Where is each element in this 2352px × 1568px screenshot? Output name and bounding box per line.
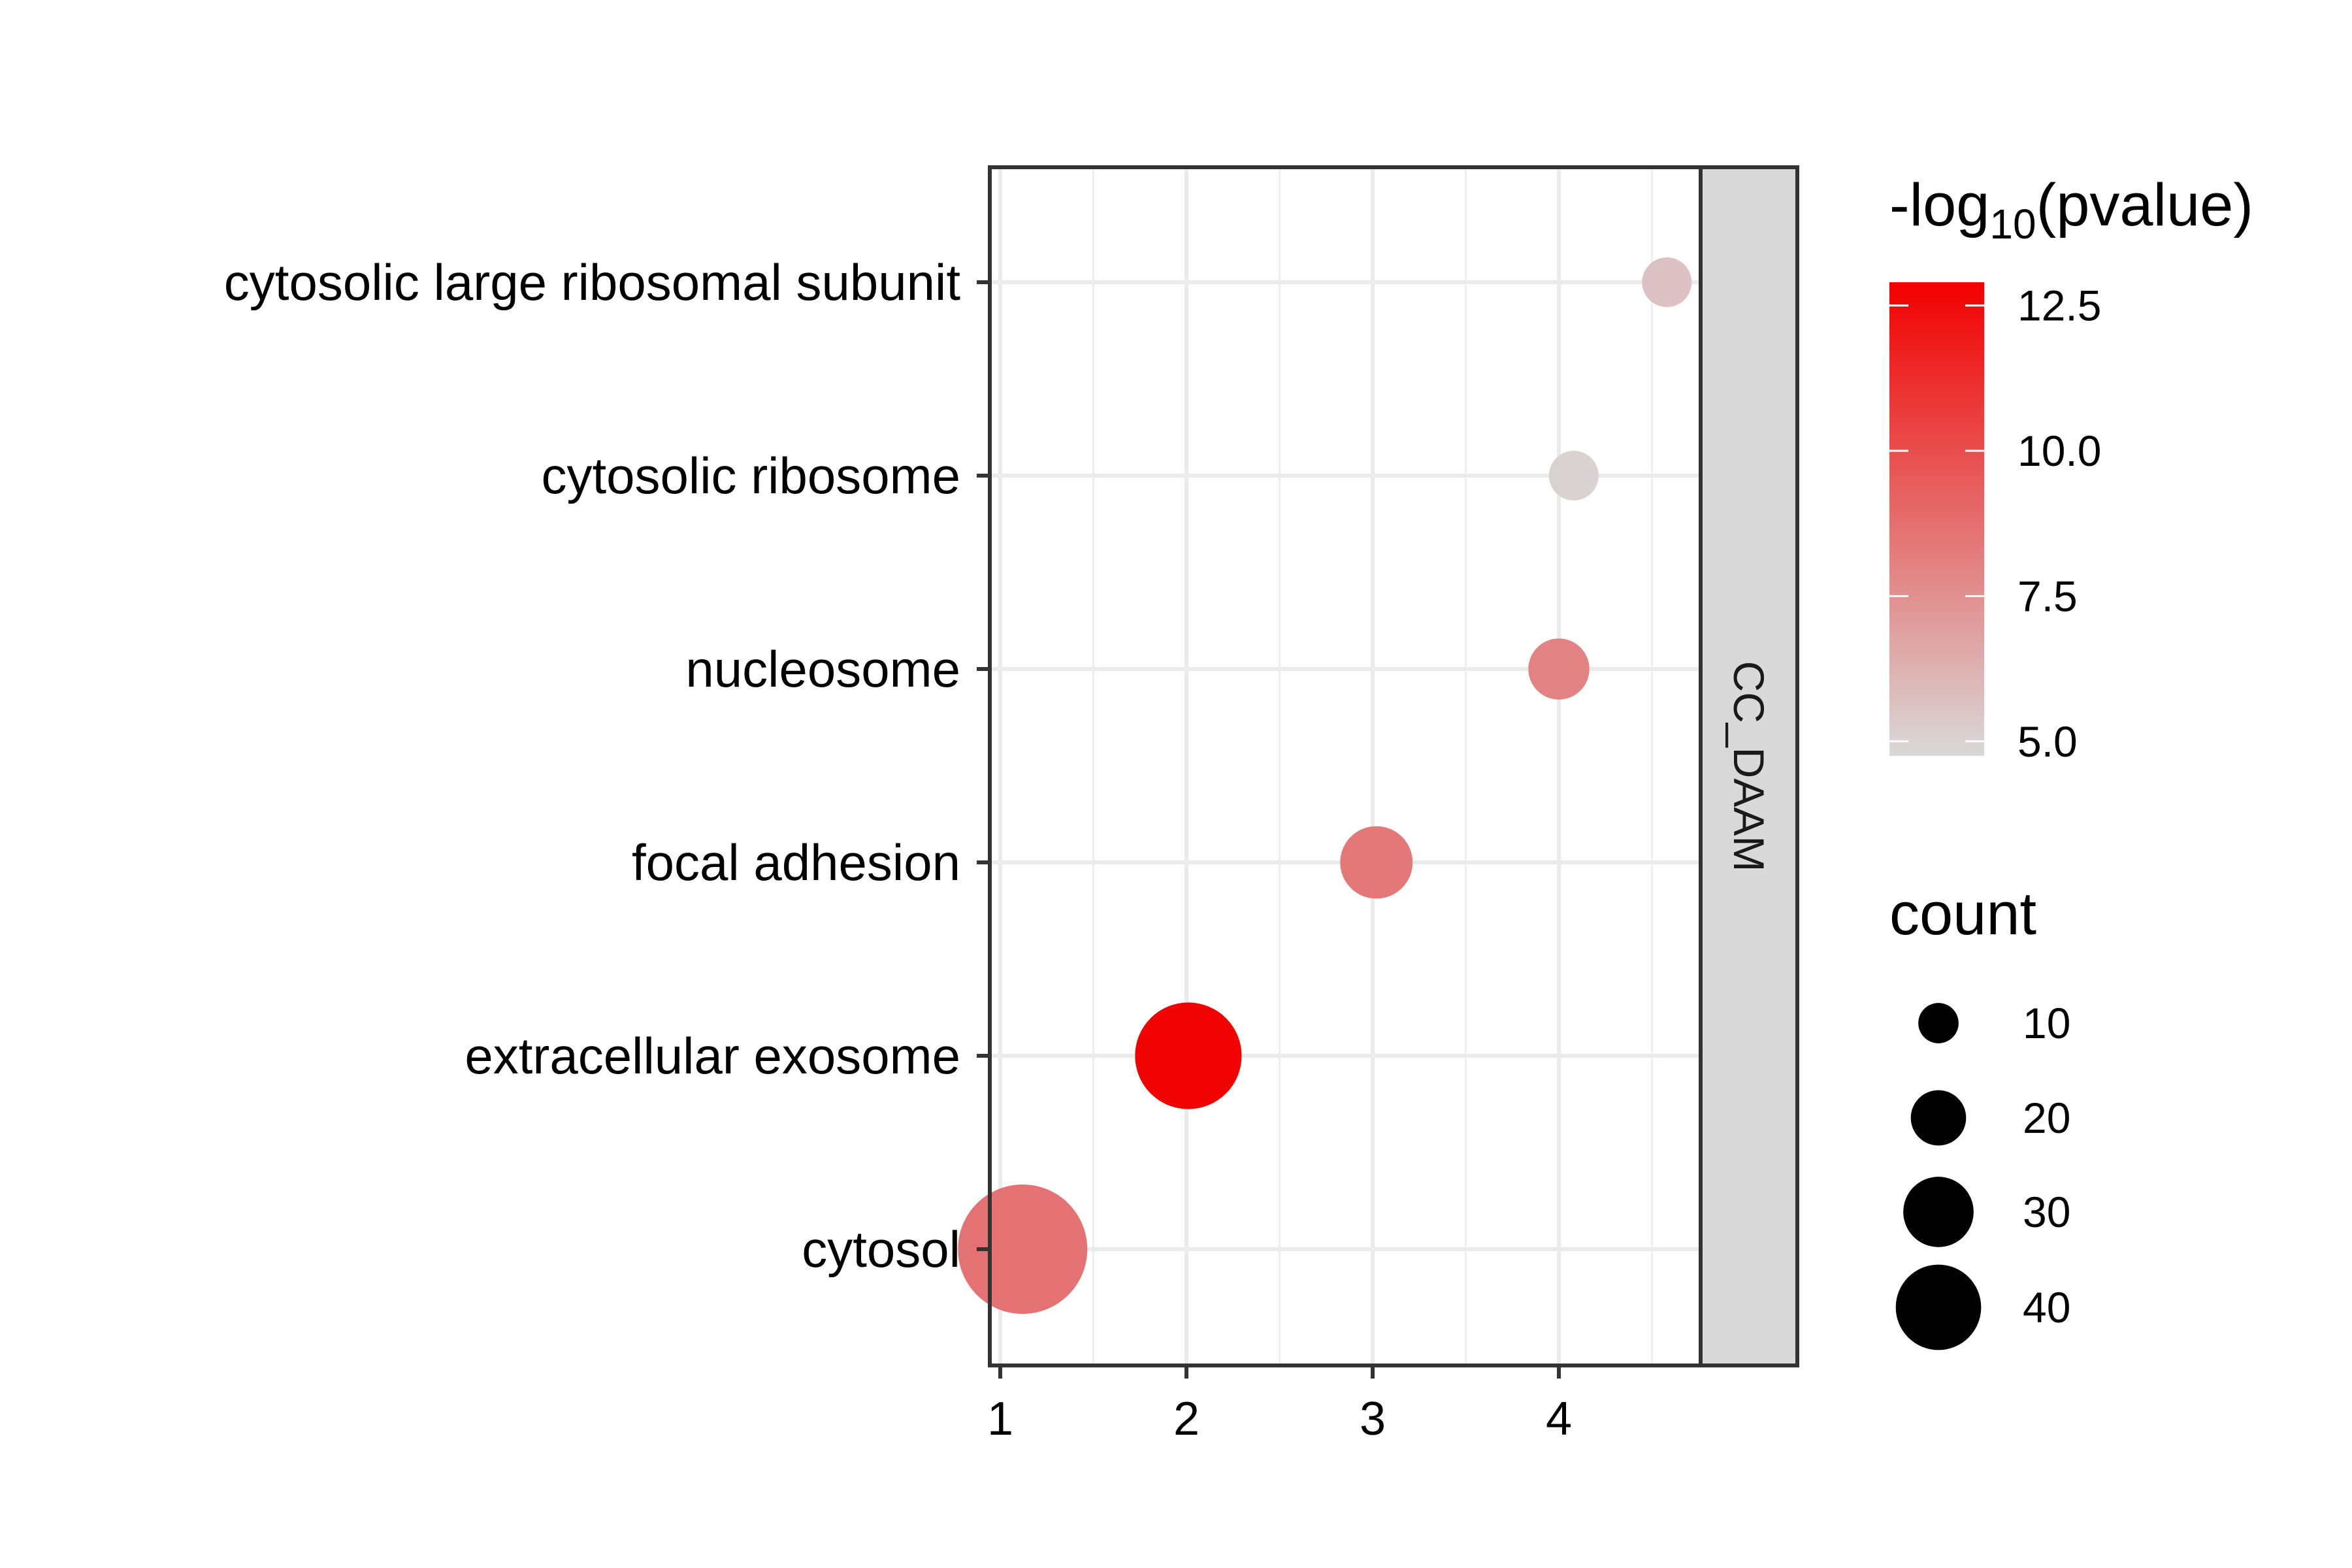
colorbar — [1889, 282, 1984, 756]
x-axis: 1 2 3 4 — [987, 1365, 1572, 1445]
data-point — [1135, 1002, 1242, 1109]
data-point — [1340, 826, 1413, 899]
minor-gridlines — [1092, 167, 1653, 1365]
major-gridlines — [990, 167, 1701, 1365]
plot-panel — [958, 165, 1703, 1367]
size-legend-label: 10 — [2023, 999, 2070, 1047]
facet-strip: CC_DAAM — [1699, 165, 1799, 1367]
x-tick-label: 3 — [1360, 1393, 1386, 1445]
data-point — [1528, 638, 1590, 700]
x-tick-label: 4 — [1546, 1393, 1572, 1445]
size-legend-key — [1903, 1177, 1974, 1247]
color-legend-title-subscript: 10 — [1989, 201, 2036, 248]
size-legend-key — [1910, 1090, 1967, 1146]
size-legend-keys: 10 20 30 40 — [1895, 999, 2070, 1350]
y-axis: cytosolic large ribosomal subunit cytosol… — [224, 253, 990, 1278]
colorbar-ticks: 12.5 10.0 7.5 5.0 — [1889, 282, 2101, 766]
size-legend-label: 20 — [2023, 1094, 2070, 1142]
x-tick-label: 1 — [987, 1393, 1013, 1445]
x-tick-label: 2 — [1173, 1393, 1200, 1445]
colorbar-tick-label: 10.0 — [2017, 427, 2101, 475]
y-tick-label: nucleosome — [685, 640, 960, 698]
size-legend-key — [1918, 1003, 1959, 1043]
colorbar-tick-label: 7.5 — [2017, 572, 2078, 620]
size-legend-label: 30 — [2023, 1188, 2070, 1236]
size-legend-title: count — [1889, 881, 2036, 947]
y-tick-label: extracellular exosome — [465, 1027, 960, 1085]
y-tick-label: cytosol — [802, 1220, 960, 1278]
size-legend-label: 40 — [2023, 1283, 2070, 1331]
size-legend: count 10 20 30 40 — [1889, 881, 2070, 1350]
color-legend-title-prefix: -log — [1889, 172, 1989, 238]
y-tick-label: focal adhesion — [632, 834, 960, 891]
colorbar-tick-label: 12.5 — [2017, 282, 2101, 330]
y-tick-label: cytosolic ribosome — [541, 447, 960, 504]
data-point — [1642, 257, 1692, 307]
color-legend-title-suffix: (pvalue) — [2036, 172, 2253, 238]
facet-strip-box — [1699, 165, 1799, 1367]
panel-background — [990, 167, 1701, 1365]
data-point — [1548, 451, 1599, 500]
y-tick-label: cytosolic large ribosomal subunit — [224, 253, 961, 311]
facet-strip-label: CC_DAAM — [1725, 661, 1773, 872]
color-legend: -log10(pvalue) 12.5 10.0 7.5 5.0 — [1889, 172, 2253, 766]
size-legend-key — [1895, 1264, 1982, 1350]
colorbar-tick-label: 5.0 — [2017, 717, 2078, 766]
color-legend-title: -log10(pvalue) — [1889, 172, 2253, 248]
